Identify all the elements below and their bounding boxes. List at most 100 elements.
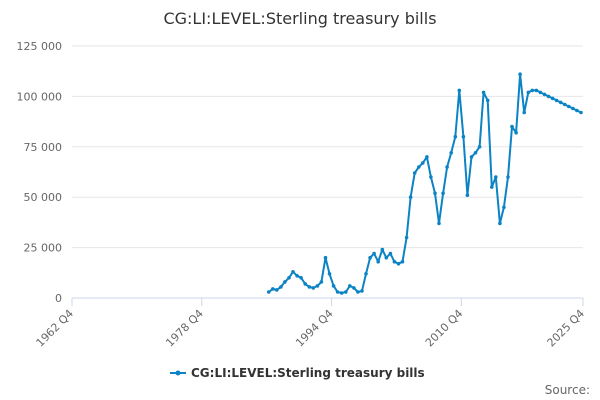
data-point[interactable] (518, 72, 522, 76)
data-point[interactable] (283, 280, 287, 284)
data-point[interactable] (295, 274, 299, 278)
data-point[interactable] (291, 270, 295, 274)
data-point[interactable] (534, 88, 539, 93)
data-point[interactable] (327, 272, 332, 276)
data-point[interactable] (271, 287, 275, 291)
legend[interactable]: CG:LI:LEVEL:Sterling treasury bills (170, 366, 425, 380)
data-point[interactable] (335, 290, 340, 294)
series-line[interactable] (268, 73, 582, 294)
x-tick-label: 2025 Q4 (545, 307, 588, 350)
data-point[interactable] (514, 130, 518, 135)
data-point[interactable] (494, 175, 498, 179)
data-point[interactable] (429, 175, 433, 179)
data-point[interactable] (372, 251, 376, 256)
data-point[interactable] (315, 284, 320, 288)
data-point[interactable] (392, 259, 397, 264)
y-tick-label: 125 000 (17, 40, 63, 53)
data-point[interactable] (522, 110, 526, 115)
data-point[interactable] (449, 151, 454, 155)
data-point[interactable] (380, 247, 385, 252)
data-point[interactable] (469, 155, 474, 159)
y-tick-label: 25 000 (24, 242, 63, 255)
data-point[interactable] (490, 185, 494, 189)
gridlines (72, 45, 583, 249)
chart-title: CG:LI:LEVEL:Sterling treasury bills (163, 9, 436, 28)
data-point[interactable] (453, 134, 458, 139)
data-point[interactable] (506, 175, 510, 179)
data-point[interactable] (526, 90, 531, 95)
data-point[interactable] (339, 291, 344, 295)
data-point[interactable] (368, 255, 372, 260)
data-point[interactable] (567, 104, 571, 109)
data-point[interactable] (437, 221, 441, 226)
data-point[interactable] (348, 284, 352, 288)
x-tick-label: 1978 Q4 (163, 307, 206, 350)
data-point[interactable] (307, 285, 312, 289)
series-layer (266, 72, 583, 295)
y-tick-label: 0 (55, 292, 62, 305)
data-point[interactable] (579, 110, 583, 115)
data-point[interactable] (571, 106, 575, 111)
data-point[interactable] (575, 108, 579, 113)
data-point[interactable] (356, 290, 360, 294)
data-point[interactable] (417, 165, 421, 169)
data-point[interactable] (473, 151, 478, 155)
data-point[interactable] (433, 191, 437, 195)
legend-series-label[interactable]: CG:LI:LEVEL:Sterling treasury bills (191, 366, 425, 380)
x-tick-label: 1962 Q4 (34, 307, 77, 350)
y-tick-label: 50 000 (24, 191, 63, 204)
x-tick-label: 2010 Q4 (423, 307, 466, 350)
data-point[interactable] (352, 286, 356, 290)
data-point[interactable] (408, 195, 413, 199)
data-point[interactable] (421, 161, 425, 165)
data-point[interactable] (477, 145, 482, 149)
data-point[interactable] (299, 276, 303, 280)
data-point[interactable] (510, 124, 514, 129)
data-point[interactable] (360, 289, 364, 293)
data-point[interactable] (546, 94, 551, 99)
data-point[interactable] (498, 221, 502, 226)
data-point[interactable] (331, 284, 336, 288)
data-point[interactable] (404, 235, 409, 240)
data-point[interactable] (323, 255, 328, 260)
data-point[interactable] (364, 272, 368, 276)
data-point[interactable] (384, 255, 389, 260)
data-point[interactable] (530, 88, 535, 93)
data-point[interactable] (303, 282, 308, 286)
source-label[interactable]: Source: (545, 383, 590, 397)
x-axis-ticks: 1962 Q4 1978 Q4 1994 Q4 2010 Q4 2025 Q4 (34, 298, 588, 350)
data-point[interactable] (485, 98, 490, 103)
y-tick-label: 100 000 (17, 90, 63, 103)
legend-series-marker (175, 370, 181, 376)
data-point[interactable] (275, 288, 279, 292)
data-point[interactable] (465, 193, 470, 197)
data-point[interactable] (287, 276, 291, 280)
data-point[interactable] (266, 290, 271, 294)
y-tick-label: 75 000 (24, 141, 63, 154)
data-point[interactable] (376, 259, 381, 264)
data-point[interactable] (400, 259, 405, 264)
data-point[interactable] (558, 100, 563, 105)
data-point[interactable] (344, 290, 348, 294)
data-point[interactable] (461, 134, 466, 139)
data-point[interactable] (279, 285, 283, 289)
data-point[interactable] (445, 165, 449, 169)
data-point[interactable] (412, 171, 417, 175)
data-point[interactable] (481, 90, 486, 95)
data-point[interactable] (425, 155, 429, 159)
data-point[interactable] (538, 90, 543, 95)
data-point[interactable] (563, 102, 567, 107)
data-point[interactable] (554, 98, 559, 103)
data-point[interactable] (542, 92, 547, 97)
data-point[interactable] (319, 280, 324, 284)
data-point[interactable] (457, 88, 462, 93)
y-axis-ticks: 0 25 000 50 000 75 000 100 000 125 000 (17, 40, 63, 305)
data-point[interactable] (502, 205, 506, 210)
data-point[interactable] (441, 191, 445, 195)
x-tick-label: 1994 Q4 (293, 307, 336, 350)
data-point[interactable] (388, 251, 393, 256)
data-point[interactable] (550, 96, 555, 101)
data-point[interactable] (311, 286, 316, 290)
data-point[interactable] (396, 261, 401, 266)
